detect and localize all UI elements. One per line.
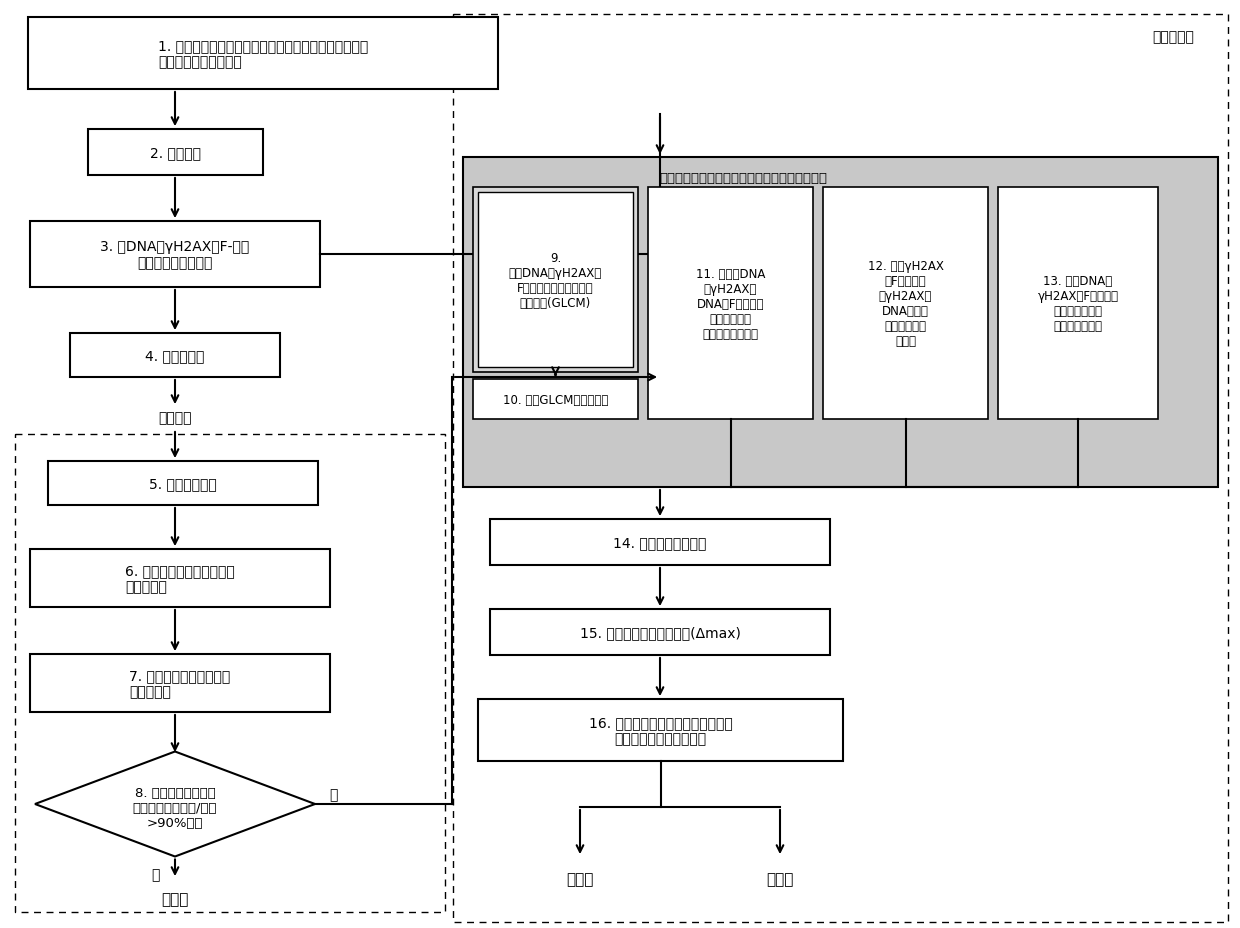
Polygon shape: [35, 752, 315, 857]
Bar: [649, 187, 813, 419]
Text: 6. 分割细胞并鉴定全细胞区
和亚细胞区: 6. 分割细胞并鉴定全细胞区 和亚细胞区: [125, 563, 234, 594]
Bar: [69, 334, 280, 378]
Text: 有毒性: 有毒性: [161, 892, 188, 907]
Text: 计算空间依赖性表型特征和空间独立性表型特征: 计算空间依赖性表型特征和空间独立性表型特征: [658, 172, 827, 185]
Bar: [823, 187, 988, 419]
Text: 有毒性: 有毒性: [567, 871, 594, 886]
Bar: [30, 549, 330, 607]
Text: 7. 针对所有浓度确定细胞
死亡或计数: 7. 针对所有浓度确定细胞 死亡或计数: [129, 668, 231, 699]
Text: 4. 使细胞成像: 4. 使细胞成像: [145, 349, 205, 363]
Bar: [490, 520, 830, 565]
Text: 12. 计算γH2AX
与F肌动蛋白
或γH2AX与
DNA标志物
之间的总强度
的比率: 12. 计算γH2AX 与F肌动蛋白 或γH2AX与 DNA标志物 之间的总强度…: [868, 260, 944, 348]
Bar: [453, 15, 1228, 922]
Text: 11. 计算在DNA
与γH2AX或
DNA与F肌动蛋白
标志物之间的
归一化空间相关性: 11. 计算在DNA 与γH2AX或 DNA与F肌动蛋白 标志物之间的 归一化空…: [696, 267, 765, 341]
Text: 否: 否: [329, 787, 337, 801]
Text: 16. 执行自动分类（使用随机森林、
支持向量机或其他算法）: 16. 执行自动分类（使用随机森林、 支持向量机或其他算法）: [589, 715, 733, 745]
Text: 13. 计算DNA、
γH2AX和F肌动蛋白
标志物的总强度
和强度变异系数: 13. 计算DNA、 γH2AX和F肌动蛋白 标志物的总强度 和强度变异系数: [1038, 275, 1118, 332]
Text: 9.
计算DNA、γH2AX和
F肌动蛋白标志物的灰度
共生矩阵(GLCM): 9. 计算DNA、γH2AX和 F肌动蛋白标志物的灰度 共生矩阵(GLCM): [508, 251, 603, 309]
Bar: [490, 610, 830, 655]
Bar: [29, 18, 498, 90]
Bar: [30, 222, 320, 288]
Bar: [15, 434, 445, 912]
Text: 5. 校正图像背景: 5. 校正图像背景: [149, 476, 217, 491]
Text: 14. 估计剂量反应曲线: 14. 估计剂量反应曲线: [614, 535, 707, 549]
Text: 10. 计算GLCM的统计数据: 10. 计算GLCM的统计数据: [502, 393, 608, 406]
Text: 3. 用DNA、γH2AX和F-肌动
蛋白标志物标记细胞: 3. 用DNA、γH2AX和F-肌动 蛋白标志物标记细胞: [100, 239, 249, 270]
Text: 15. 计算特征的最大反应值(Δmax): 15. 计算特征的最大反应值(Δmax): [579, 625, 740, 639]
Bar: [998, 187, 1158, 419]
Text: 8. 在一个或多个最高
浓度时的细胞死亡/丧失
>90%吗？: 8. 在一个或多个最高 浓度时的细胞死亡/丧失 >90%吗？: [133, 787, 217, 830]
Text: 2. 固定细胞: 2. 固定细胞: [150, 146, 201, 160]
Bar: [477, 193, 632, 367]
Text: 细胞图像: 细胞图像: [159, 410, 192, 424]
Text: 计算机程序: 计算机程序: [1152, 30, 1194, 44]
Text: 无毒性: 无毒性: [766, 871, 794, 886]
Bar: [88, 130, 263, 175]
Bar: [472, 380, 639, 419]
Text: 是: 是: [151, 868, 159, 882]
Text: 1. 用一个浓度范围内的异生化合物处理人近端肾小管、
支气管上皮或肺泡细胞: 1. 用一个浓度范围内的异生化合物处理人近端肾小管、 支气管上皮或肺泡细胞: [157, 39, 368, 69]
Bar: [477, 699, 843, 761]
Bar: [30, 654, 330, 712]
Bar: [463, 158, 1218, 487]
Bar: [48, 461, 317, 506]
Bar: [472, 187, 639, 373]
